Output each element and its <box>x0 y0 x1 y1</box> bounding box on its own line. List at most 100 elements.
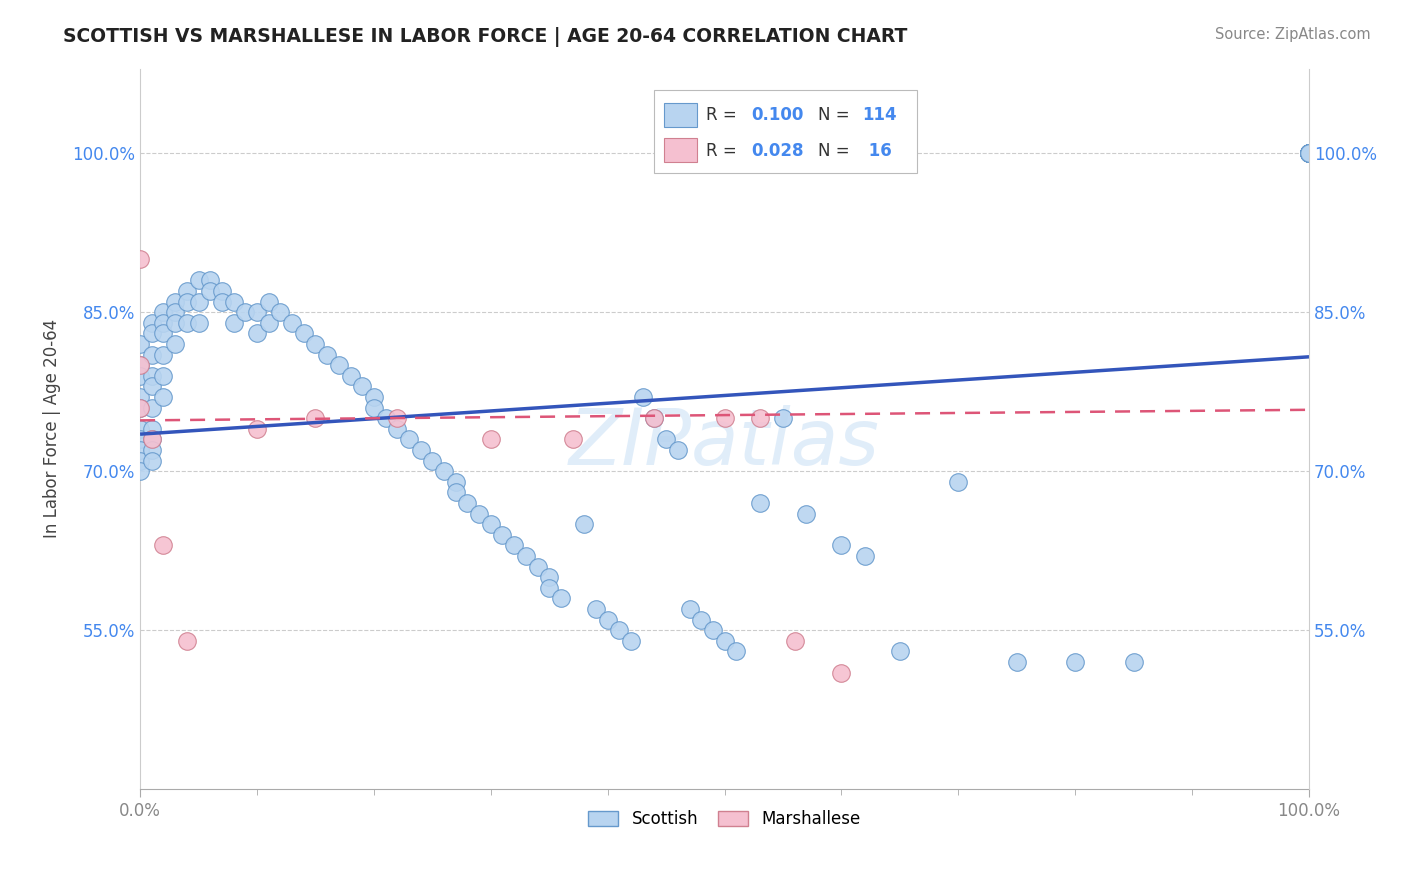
Point <box>538 570 561 584</box>
Point <box>141 453 163 467</box>
Point <box>281 316 304 330</box>
Point <box>352 379 374 393</box>
Point <box>574 517 596 532</box>
Point <box>515 549 537 563</box>
Point <box>316 348 339 362</box>
Point <box>702 624 724 638</box>
FancyBboxPatch shape <box>654 90 918 173</box>
Y-axis label: In Labor Force | Age 20-64: In Labor Force | Age 20-64 <box>44 319 60 539</box>
Point <box>725 644 748 658</box>
Point <box>409 443 432 458</box>
Point <box>796 507 818 521</box>
Point <box>783 633 806 648</box>
Point <box>1122 655 1144 669</box>
Text: 16: 16 <box>862 142 891 160</box>
Point <box>1298 146 1320 161</box>
Point <box>165 305 187 319</box>
Point <box>1298 146 1320 161</box>
Point <box>398 433 420 447</box>
Point <box>304 337 326 351</box>
Point <box>1298 146 1320 161</box>
Point <box>363 390 385 404</box>
Point <box>176 284 198 298</box>
Point <box>304 411 326 425</box>
Point <box>176 316 198 330</box>
Point <box>129 390 152 404</box>
Point <box>678 602 700 616</box>
Point <box>643 411 665 425</box>
Point <box>1298 146 1320 161</box>
Point <box>129 443 152 458</box>
Point <box>176 294 198 309</box>
Point <box>1298 146 1320 161</box>
Point <box>129 368 152 383</box>
Point <box>643 411 665 425</box>
Point <box>1298 146 1320 161</box>
Point <box>141 433 163 447</box>
Point <box>257 316 280 330</box>
Point <box>200 273 222 287</box>
Point <box>187 294 209 309</box>
Point <box>491 528 513 542</box>
Point <box>1298 146 1320 161</box>
Point <box>1298 146 1320 161</box>
Point <box>713 411 735 425</box>
Point <box>479 433 502 447</box>
Point <box>152 316 174 330</box>
Point <box>526 559 548 574</box>
Point <box>141 379 163 393</box>
Point <box>246 305 269 319</box>
Point <box>1298 146 1320 161</box>
Point <box>233 305 256 319</box>
FancyBboxPatch shape <box>664 138 696 162</box>
Point <box>339 368 361 383</box>
Point <box>200 284 222 298</box>
Point <box>129 401 152 415</box>
Point <box>609 624 631 638</box>
Point <box>222 294 245 309</box>
Point <box>1005 655 1028 669</box>
Point <box>129 464 152 478</box>
Point <box>165 337 187 351</box>
Point <box>176 633 198 648</box>
Point <box>387 422 409 436</box>
Point <box>772 411 794 425</box>
Point <box>165 294 187 309</box>
Point <box>129 337 152 351</box>
Point <box>187 273 209 287</box>
Text: 0.028: 0.028 <box>751 142 804 160</box>
Point <box>257 294 280 309</box>
Point <box>152 305 174 319</box>
Point <box>363 401 385 415</box>
Point <box>246 422 269 436</box>
Point <box>1298 146 1320 161</box>
Point <box>1298 146 1320 161</box>
Point <box>420 453 443 467</box>
Point <box>1298 146 1320 161</box>
Text: N =: N = <box>818 106 855 124</box>
Point <box>152 326 174 341</box>
Point <box>479 517 502 532</box>
Point <box>444 485 467 500</box>
Point <box>585 602 607 616</box>
Point <box>550 591 572 606</box>
Point <box>948 475 970 489</box>
Point <box>1298 146 1320 161</box>
Point <box>433 464 456 478</box>
Point <box>129 359 152 373</box>
Point <box>1298 146 1320 161</box>
Point <box>141 443 163 458</box>
Point <box>830 538 852 552</box>
Point <box>152 368 174 383</box>
Point <box>631 390 654 404</box>
Point <box>328 359 350 373</box>
Point <box>468 507 491 521</box>
Point <box>165 316 187 330</box>
Point <box>129 422 152 436</box>
Point <box>211 294 233 309</box>
Point <box>666 443 689 458</box>
Point <box>456 496 478 510</box>
Point <box>129 433 152 447</box>
Point <box>152 390 174 404</box>
Text: R =: R = <box>706 106 742 124</box>
